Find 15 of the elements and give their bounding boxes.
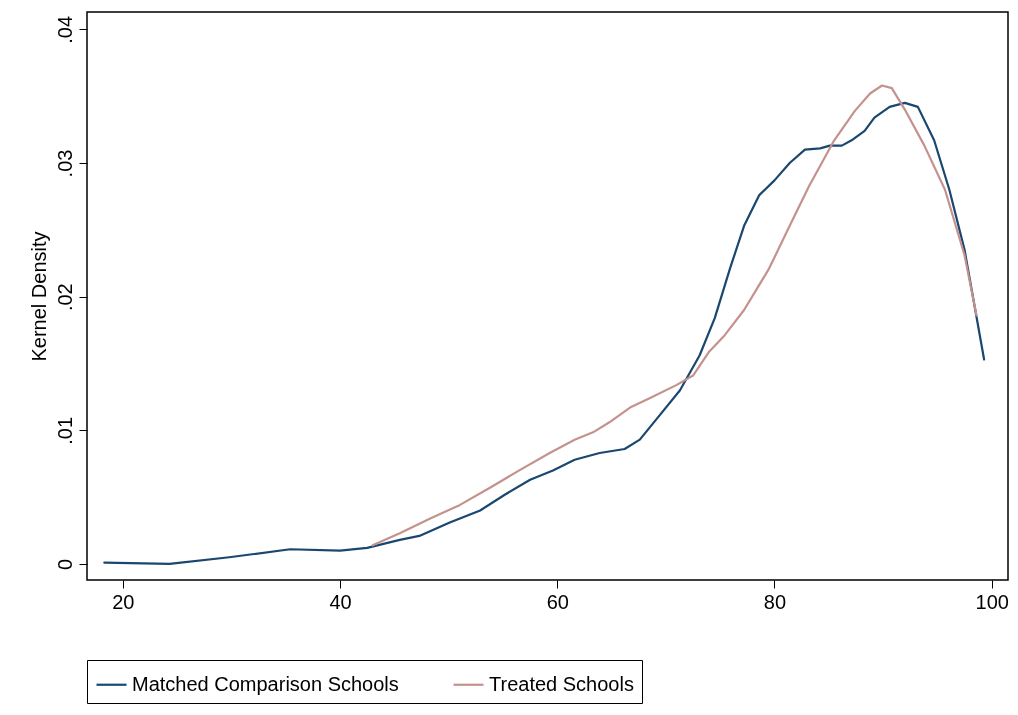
legend-label: Treated Schools [489,672,634,695]
y-tick-label: .02 [53,283,76,312]
y-tick-label: .03 [53,149,76,178]
legend-label: Matched Comparison Schools [132,672,399,695]
line-series [371,84,978,547]
line-series [103,101,986,566]
x-tick-label: 60 [546,590,569,613]
x-tick-label: 80 [763,590,787,613]
y-tick-label: 0 [53,558,76,571]
y-tick-label: .04 [53,15,76,44]
x-tick-label: 40 [329,590,352,613]
y-tick-label: .01 [53,416,76,445]
x-tick-label: 20 [112,590,135,613]
y-axis-title: Kernel Density [27,231,50,362]
x-tick-label: 100 [975,590,1009,613]
